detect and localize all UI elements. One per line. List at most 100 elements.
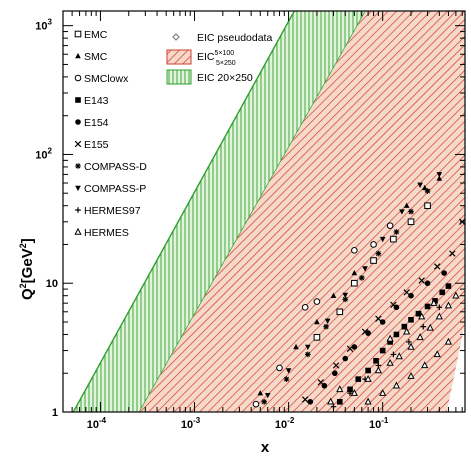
- legend-marker-e143: [75, 97, 81, 103]
- point-hermes: [403, 327, 411, 335]
- point-hermes: [395, 352, 403, 360]
- point-e154: [351, 344, 358, 350]
- legend-label-eic-red-sub: 5×250: [216, 60, 236, 67]
- legend-marker-compass-p: [75, 185, 81, 192]
- point-hermes: [407, 371, 415, 379]
- point-e155: [301, 396, 309, 403]
- point-compass-p: [399, 209, 405, 215]
- point-hermes: [435, 312, 443, 320]
- y-axis-title-sup2: 2: [18, 243, 28, 248]
- legend-label-eic-green: EIC 20×250: [197, 72, 253, 84]
- x-tick-label: 10-4: [87, 416, 107, 431]
- legend-marker-smclowx: [74, 74, 82, 82]
- point-compass-p: [264, 392, 271, 399]
- point-hermes: [444, 337, 453, 345]
- point-e143: [393, 331, 400, 338]
- point-smclowx: [370, 241, 377, 248]
- point-e143: [355, 376, 362, 382]
- y-axis-title-close: ]: [19, 238, 36, 243]
- point-hermes: [350, 389, 358, 396]
- legend-label-emc: EMC: [84, 29, 108, 41]
- point-e143: [445, 283, 452, 289]
- point-hermes: [421, 361, 429, 369]
- legend-label-e143: E143: [84, 95, 109, 107]
- y-tick-label: 102: [35, 146, 52, 161]
- point-e143: [387, 339, 393, 345]
- bands-layer: [72, 11, 465, 412]
- point-e143: [379, 347, 386, 354]
- point-hermes: [426, 323, 434, 331]
- legend-label-smclowx: SMClowx: [84, 73, 129, 85]
- point-hermes97: [406, 339, 412, 345]
- y-axis-title-unit: [GeV: [19, 248, 36, 283]
- point-e155: [418, 277, 425, 284]
- legend-label-eic-red-sup: 5×100: [215, 50, 235, 57]
- legend-label-compass-p: COMPASS-P: [84, 183, 146, 195]
- point-smc: [330, 292, 337, 298]
- band-eic-5-100-5-250: [139, 11, 465, 412]
- point-smclowx: [252, 400, 260, 408]
- point-compass-d: [261, 399, 267, 405]
- x-tick-label: 10-3: [181, 416, 201, 431]
- point-hermes: [430, 299, 438, 306]
- point-e143: [439, 289, 446, 296]
- point-emc: [407, 218, 415, 226]
- point-hermes: [392, 381, 401, 389]
- y-axis-title-main: Q: [19, 288, 36, 300]
- data-points-layer: [252, 172, 465, 410]
- y-tick-label: 103: [35, 18, 52, 33]
- point-e155: [390, 301, 397, 309]
- point-hermes: [364, 374, 372, 382]
- point-hermes97: [347, 390, 353, 396]
- point-emc: [424, 202, 431, 209]
- point-emc: [351, 279, 358, 287]
- point-hermes: [386, 358, 394, 366]
- point-smc: [293, 343, 299, 350]
- legend-marker-hermes: [74, 227, 82, 235]
- point-e154: [342, 355, 349, 362]
- point-hermes: [336, 385, 344, 393]
- point-e143: [373, 357, 379, 364]
- point-compass-d: [304, 351, 311, 358]
- point-e143: [347, 386, 353, 393]
- point-e155: [375, 315, 382, 322]
- legend: EMC SMC SMClowx E143 E154 E155 COMPASS-D COMPAS…: [74, 29, 272, 239]
- legend-label-hermes97: HERMES97: [84, 205, 141, 217]
- point-hermes: [452, 291, 460, 299]
- point-smc: [421, 184, 428, 191]
- point-hermes: [416, 333, 424, 341]
- point-emc: [336, 308, 344, 316]
- point-e143: [365, 367, 371, 374]
- legend-marker-eic-pseudodata: [172, 33, 180, 41]
- point-e154: [379, 319, 386, 325]
- point-hermes: [327, 397, 335, 405]
- point-smc: [257, 390, 264, 396]
- x-tick-label: 10-2: [275, 416, 295, 431]
- legend-label-e155: E155: [84, 139, 109, 151]
- legend-swatch-eic-green: [166, 69, 192, 85]
- legend-marker-e155: [74, 140, 82, 148]
- point-e143: [401, 323, 408, 330]
- point-e155: [317, 379, 325, 386]
- point-compass-d: [375, 250, 382, 257]
- y-tick-label: 10: [46, 278, 58, 290]
- plot-frame: [62, 10, 466, 413]
- point-e155: [346, 345, 354, 352]
- point-e143: [336, 399, 343, 405]
- point-e155: [332, 362, 340, 369]
- point-compass-p: [379, 236, 386, 243]
- point-smclowx: [301, 304, 309, 311]
- point-compass-d: [359, 275, 365, 281]
- y-axis-title: Q2[GeV2]: [18, 238, 36, 300]
- point-hermes: [364, 397, 372, 405]
- point-e154: [408, 292, 414, 299]
- legend-marker-hermes97: [75, 207, 81, 213]
- point-e143: [415, 310, 422, 317]
- point-compass-p: [436, 172, 443, 178]
- point-e154: [307, 399, 314, 405]
- point-hermes97: [436, 304, 443, 311]
- legend-label-smc: SMC: [84, 51, 108, 63]
- point-hermes: [418, 312, 426, 320]
